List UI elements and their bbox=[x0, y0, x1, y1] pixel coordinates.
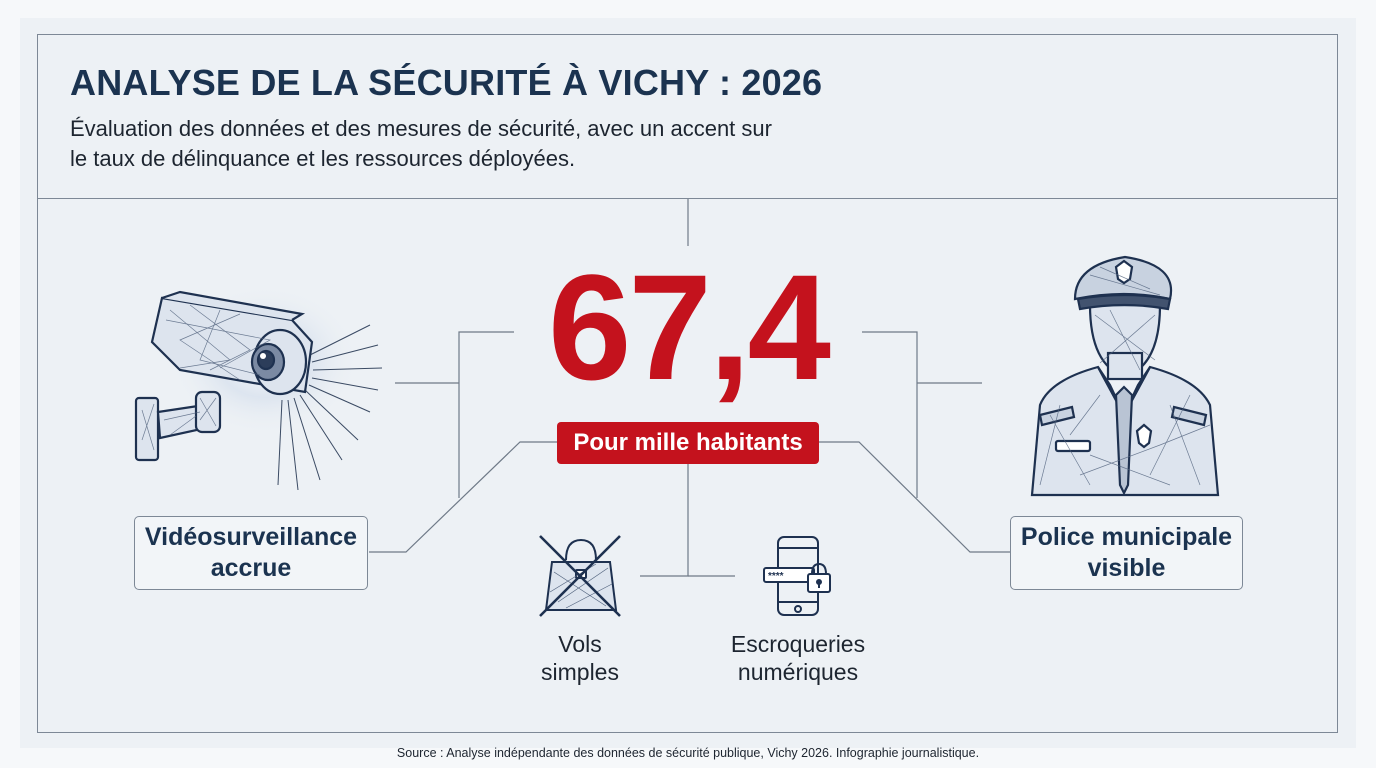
subtitle-line-2: le taux de délinquance et les ressources… bbox=[70, 146, 576, 171]
digital-scams-line-1: Escroqueries bbox=[730, 631, 866, 657]
video-surveillance-label: Vidéosurveillance accrue bbox=[134, 516, 368, 590]
infographic-frame bbox=[37, 34, 1338, 733]
locked-smartphone-icon: **** bbox=[756, 534, 836, 625]
police-officer-icon bbox=[1020, 245, 1235, 505]
source-footnote: Source : Analyse indépendante des donnée… bbox=[396, 746, 980, 760]
simple-thefts-caption: Vols simples bbox=[500, 630, 660, 686]
security-camera-icon bbox=[120, 280, 390, 500]
svg-text:****: **** bbox=[768, 571, 784, 582]
municipal-police-line-2: visible bbox=[1087, 554, 1166, 582]
video-surveillance-line-2: accrue bbox=[210, 554, 292, 582]
simple-thefts-line-2: simples bbox=[541, 659, 619, 685]
digital-scams-caption: Escroqueries numériques bbox=[700, 630, 896, 686]
delinquency-rate-value: 67,4 bbox=[548, 243, 831, 411]
video-surveillance-line-1: Vidéosurveillance bbox=[144, 523, 358, 551]
page-subtitle: Évaluation des données et des mesures de… bbox=[70, 114, 870, 174]
crossed-out-handbag-icon bbox=[536, 532, 626, 625]
simple-thefts-line-1: Vols bbox=[558, 631, 602, 657]
rate-unit-badge: Pour mille habitants bbox=[557, 422, 819, 464]
municipal-police-line-1: Police municipale bbox=[1020, 523, 1233, 551]
subtitle-line-1: Évaluation des données et des mesures de… bbox=[70, 116, 772, 141]
municipal-police-label: Police municipale visible bbox=[1010, 516, 1243, 590]
header-divider bbox=[37, 198, 1338, 199]
page-title: ANALYSE DE LA SÉCURITÉ À VICHY : 2026 bbox=[70, 62, 823, 103]
digital-scams-line-2: numériques bbox=[737, 659, 859, 685]
